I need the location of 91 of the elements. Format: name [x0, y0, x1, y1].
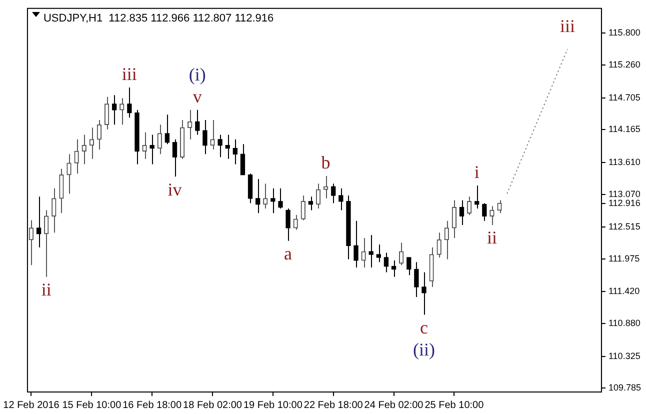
- candlestick: [225, 134, 230, 160]
- candlestick: [368, 234, 374, 268]
- candlestick: [240, 144, 246, 176]
- x-tick-label: 24 Feb 02:00: [364, 400, 424, 411]
- candlestick: [188, 109, 192, 140]
- y-tick-label: 114.165: [608, 124, 640, 134]
- x-tick-label: 15 Feb 10:00: [62, 400, 122, 411]
- candlestick: [459, 200, 464, 226]
- annotation: b: [321, 152, 330, 173]
- y-tick-label: 110.880: [608, 318, 640, 328]
- candlestick: [263, 183, 268, 209]
- y-tick-label: 115.260: [608, 60, 640, 70]
- candlestick: [278, 188, 283, 209]
- candlestick: [482, 202, 487, 222]
- candlestick: [316, 183, 321, 209]
- candlestick: [414, 262, 419, 298]
- candlestick: [96, 119, 102, 150]
- y-tick-label: 110.325: [608, 350, 640, 361]
- candlestick: [300, 194, 306, 221]
- candlestick: [270, 188, 276, 214]
- x-tick-label: 18 Feb 02:00: [183, 400, 242, 411]
- y-tick-label: 113.610: [608, 156, 640, 167]
- annotation: c: [420, 317, 428, 338]
- annotation: (ii): [412, 339, 435, 360]
- candlestick: [308, 196, 314, 211]
- candlestick: [36, 196, 42, 248]
- annotation: i: [474, 162, 480, 182]
- candlestick: [150, 134, 154, 165]
- x-tick-label: 16 Feb 18:00: [122, 400, 182, 411]
- y-tick-label: 114.705: [608, 92, 640, 102]
- candlestick: [202, 119, 208, 155]
- candlestick: [331, 183, 336, 204]
- candlestick: [391, 260, 396, 278]
- candlestick: [172, 138, 178, 178]
- candlestick: [210, 119, 215, 150]
- annotation: (i): [188, 64, 206, 85]
- annotation: iii: [122, 64, 137, 84]
- candlestick: [497, 200, 502, 214]
- annotation: ii: [41, 280, 52, 300]
- candlestick: [376, 244, 381, 263]
- candlestick: [120, 98, 124, 126]
- candlestick: [338, 188, 344, 211]
- candlestick: [286, 208, 290, 242]
- candlestick: [104, 96, 110, 130]
- annotation: iii: [560, 16, 575, 36]
- annotation: a: [284, 244, 292, 264]
- candlestick: [82, 134, 86, 165]
- candlestick: [490, 206, 494, 226]
- y-tick-label: 109.785: [608, 382, 642, 393]
- candlestick: [89, 127, 94, 160]
- candlestick: [474, 184, 480, 209]
- x-tick-label: 22 Feb 18:00: [304, 400, 364, 411]
- candlestick: [422, 272, 426, 316]
- candlestick: [384, 252, 389, 273]
- candlestick: [52, 188, 56, 234]
- candlestick: [406, 256, 412, 276]
- x-tick-label: 25 Feb 10:00: [424, 400, 484, 411]
- candlestick: [28, 220, 34, 266]
- annotation: iv: [168, 179, 182, 200]
- y-tick-label: 111.975: [608, 253, 640, 264]
- candlestick: [361, 237, 366, 268]
- x-tick-label: 19 Feb 10:00: [243, 400, 303, 411]
- candlestick: [444, 220, 449, 260]
- y-tick-label: 115.800: [608, 28, 640, 38]
- candlestick: [157, 124, 162, 155]
- candlestick: [218, 134, 222, 158]
- candlestick: [195, 109, 200, 136]
- candlestick: [452, 200, 457, 238]
- annotation: v: [192, 86, 202, 107]
- y-tick-label: 113.070: [608, 188, 640, 199]
- candlestick: [164, 114, 170, 145]
- y-tick-label: 112.916: [608, 198, 640, 208]
- candlestick: [112, 94, 117, 126]
- x-tick-label: 12 Feb 2016: [3, 400, 60, 411]
- candlestick: [74, 138, 79, 174]
- candlestick: [255, 178, 260, 214]
- candlestick: [232, 138, 238, 165]
- candlestick: [466, 196, 472, 216]
- y-tick-label: 111.420: [608, 286, 640, 296]
- chart-title: USDJPY,H1 112.835 112.966 112.807 112.916: [43, 12, 274, 24]
- candlestick: [66, 154, 72, 194]
- candlestick: [354, 220, 358, 268]
- annotation: ii: [486, 228, 497, 248]
- candlestick: [142, 132, 147, 160]
- candlestick: [59, 168, 64, 214]
- candlestick: [398, 242, 404, 266]
- y-tick-label: 112.515: [608, 222, 640, 232]
- candlestick: [44, 210, 49, 278]
- candlestick: [127, 86, 132, 118]
- candlestick: [436, 232, 442, 258]
- candlestick: [293, 214, 298, 230]
